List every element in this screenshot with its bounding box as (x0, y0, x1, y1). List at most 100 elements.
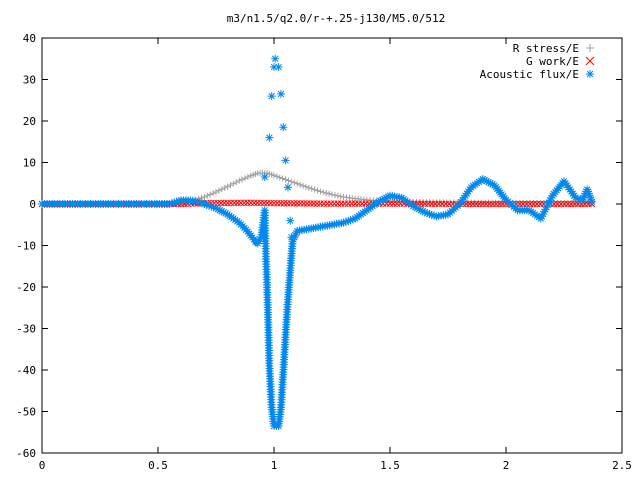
r-stress-marker (242, 175, 248, 182)
g-work-marker (313, 200, 321, 207)
g-work-marker (489, 200, 497, 208)
chart-title: m3/n1.5/q2.0/r-+.25-j130/M5.0/512 (227, 12, 446, 25)
acoustic-flux-marker (587, 197, 596, 206)
acoustic-flux-marker (267, 92, 276, 101)
acoustic-flux-marker (279, 123, 288, 132)
acoustic-flux-marker (484, 178, 493, 187)
acoustic-flux-marker (205, 201, 214, 210)
g-work-marker (277, 199, 284, 207)
x-tick-label: 0.5 (148, 459, 168, 472)
y-tick-label: -20 (16, 281, 36, 294)
g-work-marker (293, 200, 301, 207)
r-stress-marker (236, 177, 243, 184)
g-work-marker (337, 200, 345, 207)
acoustic-flux-marker (260, 173, 269, 182)
g-work-marker (303, 200, 311, 207)
acoustic-flux-marker (547, 193, 556, 202)
legend-marker (585, 56, 595, 66)
r-stress-marker (288, 178, 295, 185)
acoustic-flux-marker (579, 193, 588, 202)
acoustic-flux-marker (198, 199, 207, 208)
g-work-marker (287, 199, 294, 207)
acoustic-flux-marker (221, 209, 230, 218)
acoustic-flux-marker (540, 207, 549, 216)
acoustic-flux-marker (270, 63, 278, 72)
acoustic-flux-marker (486, 179, 495, 188)
acoustic-flux-marker (283, 183, 292, 192)
g-work-marker (267, 199, 275, 207)
acoustic-flux-marker (339, 218, 348, 227)
g-work-marker (307, 200, 314, 207)
g-work-marker (297, 200, 304, 207)
acoustic-flux-marker (207, 202, 216, 211)
acoustic-flux-marker (195, 198, 204, 207)
acoustic-flux-marker (384, 192, 393, 201)
y-tick-label: 30 (23, 74, 36, 87)
acoustic-flux-marker (536, 214, 545, 223)
acoustic-flux-marker (409, 202, 418, 211)
g-work-marker (355, 200, 363, 207)
legend-marker (586, 70, 594, 78)
acoustic-flux-marker (413, 204, 422, 213)
g-work-marker (240, 199, 248, 207)
y-tick-label: 0 (29, 198, 36, 211)
acoustic-flux-marker (576, 195, 585, 204)
r-stress-marker (285, 177, 292, 184)
g-work-marker (247, 199, 255, 207)
legend-label: Acoustic flux/E (480, 68, 579, 81)
x-tick-label: 1 (271, 459, 278, 472)
acoustic-flux-marker (212, 204, 220, 213)
r-stress-marker (297, 181, 304, 188)
r-stress-marker (230, 180, 237, 187)
y-tick-label: -50 (16, 406, 36, 419)
r-stress-marker (326, 190, 333, 197)
acoustic-flux-marker (380, 194, 389, 203)
g-work-marker (320, 200, 328, 207)
acoustic-flux-marker (376, 196, 385, 205)
acoustic-flux-marker (287, 233, 296, 242)
g-work-marker (257, 199, 265, 207)
acoustic-flux-marker (427, 210, 436, 219)
g-work-marker (260, 199, 268, 207)
g-work-marker (237, 199, 245, 207)
acoustic-flux-marker (276, 90, 285, 99)
g-work-marker (254, 199, 261, 207)
acoustic-flux-marker (584, 189, 593, 198)
r-stress-marker (276, 174, 283, 181)
g-work-marker (348, 200, 356, 207)
acoustic-flux-marker (478, 175, 487, 184)
g-work-marker (280, 199, 288, 207)
legend-label: G work/E (526, 55, 579, 68)
acoustic-flux-marker (586, 193, 595, 202)
r-stress-marker (300, 182, 306, 189)
acoustic-flux-marker (542, 203, 551, 212)
r-stress-marker (227, 182, 234, 189)
acoustic-flux-marker (537, 212, 546, 221)
r-stress-marker (311, 186, 318, 193)
acoustic-flux-marker (488, 180, 497, 189)
r-stress-marker (271, 172, 277, 179)
acoustic-flux-marker (217, 207, 226, 216)
r-stress-marker (294, 180, 301, 187)
g-work-marker (264, 199, 271, 207)
acoustic-flux-marker (209, 203, 218, 212)
acoustic-flux-marker (543, 200, 552, 209)
g-work-marker (327, 200, 335, 207)
acoustic-flux-marker (344, 217, 353, 226)
r-stress-marker (305, 184, 312, 191)
g-work-marker (317, 200, 324, 207)
acoustic-flux-marker (587, 195, 596, 204)
acoustic-flux-marker (480, 176, 489, 185)
r-stress-marker (273, 173, 280, 180)
legend-label: R stress/E (513, 42, 579, 55)
g-work-marker (362, 200, 369, 207)
plot-area (41, 37, 623, 454)
r-stress-marker (302, 183, 309, 190)
acoustic-flux-marker (374, 197, 383, 206)
acoustic-flux-marker (191, 197, 200, 206)
acoustic-flux-marker (346, 216, 355, 225)
y-tick-label: -40 (16, 364, 36, 377)
r-stress-marker (224, 183, 231, 190)
r-stress-marker (198, 194, 205, 201)
